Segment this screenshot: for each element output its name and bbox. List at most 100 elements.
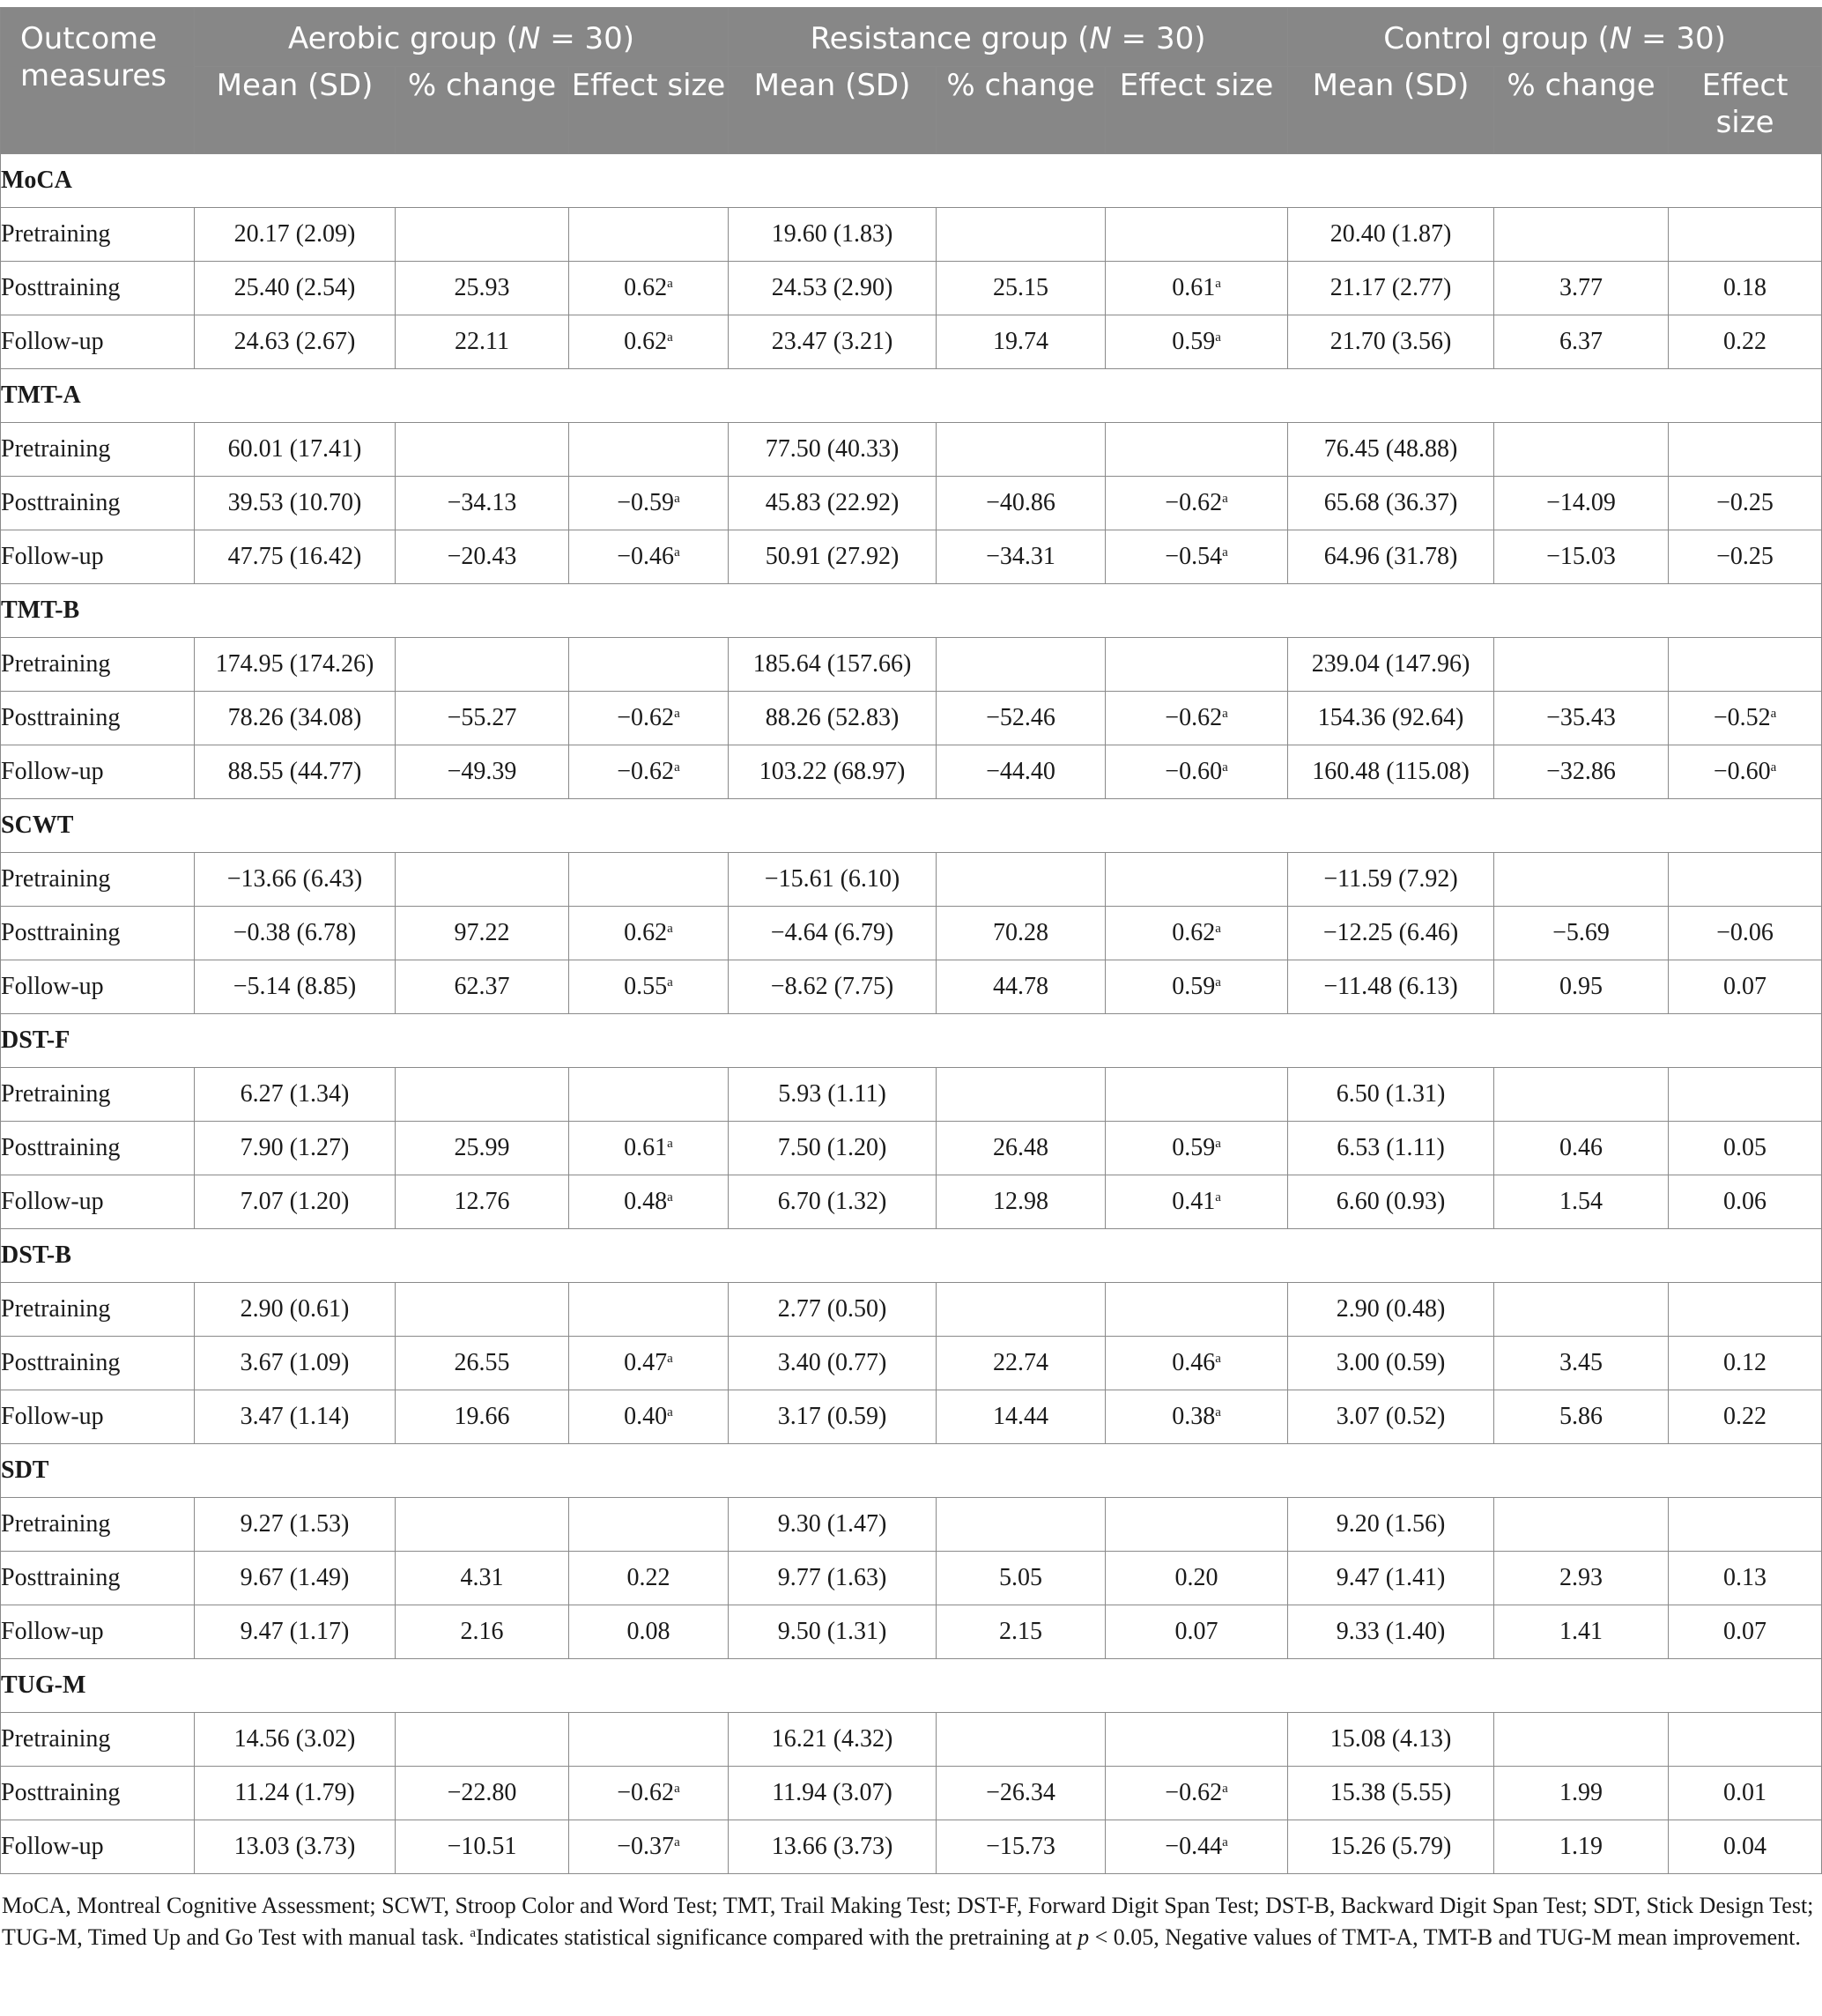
- significance-marker: a: [1215, 330, 1221, 345]
- section-row: SDT: [0, 1443, 1822, 1498]
- aerobic-effect-size-cell: −0.59a: [567, 476, 730, 530]
- control-mean-sd-cell: 6.60 (0.93): [1287, 1175, 1495, 1229]
- cell-value: −0.52: [1713, 704, 1771, 731]
- resistance-effect-size-cell: [1105, 852, 1289, 907]
- cell-value: −0.62: [1165, 704, 1223, 731]
- control-pct-change-header: % change: [1493, 66, 1670, 154]
- resistance-effect-size-cell: −0.60a: [1105, 745, 1289, 799]
- aerobic-mean-sd-cell: 88.55 (44.77): [194, 745, 396, 799]
- cell-value: −22.80: [447, 1779, 517, 1806]
- cell-value: 5.05: [999, 1564, 1043, 1591]
- table-row: Pretraining 174.95 (174.26) 185.64 (157.66…: [0, 637, 1822, 692]
- aerobic-effect-size-cell: [567, 637, 730, 692]
- resistance-mean-sd-cell: 9.50 (1.31): [728, 1605, 937, 1659]
- cell-value: −0.62: [617, 758, 675, 785]
- resistance-mean-sd-cell: 45.83 (22.92): [728, 476, 937, 530]
- cell-value: 22.11: [455, 328, 509, 355]
- aerobic-pct-change-cell: 2.16: [395, 1605, 569, 1659]
- row-label: Posttraining: [0, 906, 195, 960]
- resistance-mean-sd-cell: 16.21 (4.32): [728, 1712, 937, 1767]
- cell-value: 13.66 (3.73): [771, 1833, 893, 1860]
- cell-value: 1.54: [1559, 1188, 1604, 1215]
- cell-value: 9.67 (1.49): [240, 1564, 350, 1591]
- row-label: Pretraining: [0, 422, 195, 477]
- aerobic-effect-size-cell: −0.37a: [567, 1820, 730, 1874]
- control-pct-change-cell: [1493, 1067, 1670, 1122]
- aerobic-mean-sd-cell: 24.63 (2.67): [194, 315, 396, 369]
- cell-value: 0.04: [1723, 1833, 1767, 1860]
- cell-value: 78.26 (34.08): [227, 704, 362, 731]
- cell-value: 25.40 (2.54): [233, 274, 356, 301]
- aerobic-mean-sd-cell: 3.67 (1.09): [194, 1336, 396, 1390]
- aerobic-mean-sd-cell: 13.03 (3.73): [194, 1820, 396, 1874]
- control-effect-size-cell: [1668, 1712, 1822, 1767]
- control-effect-size-cell: −0.52a: [1668, 691, 1822, 745]
- aerobic-effect-size-cell: 0.08: [567, 1605, 730, 1659]
- cell-value: 3.77: [1559, 274, 1604, 301]
- table-row: Posttraining 39.53 (10.70) −34.13 −0.59a 45.…: [0, 476, 1822, 530]
- aerobic-pct-change-cell: [395, 422, 569, 477]
- control-pct-change-cell: 1.99: [1493, 1766, 1670, 1820]
- section-title: TMT-A: [0, 368, 1822, 423]
- control-mean-sd-cell: 15.08 (4.13): [1287, 1712, 1495, 1767]
- row-label: Posttraining: [0, 1766, 195, 1820]
- cell-value: 39.53 (10.70): [227, 489, 362, 516]
- resistance-effect-size-cell: −0.62a: [1105, 691, 1289, 745]
- significance-marker: a: [1215, 1137, 1221, 1151]
- control-pct-change-cell: −32.86: [1493, 745, 1670, 799]
- resistance-effect-size-cell: [1105, 422, 1289, 477]
- control-mean-sd-cell: 20.40 (1.87): [1287, 207, 1495, 262]
- resistance-effect-size-cell: [1105, 1282, 1289, 1337]
- row-label: Pretraining: [0, 1282, 195, 1337]
- cell-value: −11.59 (7.92): [1323, 865, 1458, 893]
- header-row-subcolumns: Mean (SD) % change Effect size Mean (SD)…: [1, 66, 1822, 154]
- cell-value: 76.45 (48.88): [1323, 435, 1458, 463]
- cell-value: 9.30 (1.47): [777, 1510, 887, 1538]
- row-label: Posttraining: [0, 691, 195, 745]
- control-effect-size-cell: 0.22: [1668, 315, 1822, 369]
- resistance-pct-change-cell: 25.15: [936, 261, 1107, 315]
- control-mean-sd-cell: 15.38 (5.55): [1287, 1766, 1495, 1820]
- significance-marker: a: [1222, 492, 1228, 506]
- aerobic-mean-sd-cell: 25.40 (2.54): [194, 261, 396, 315]
- cell-value: 3.45: [1559, 1349, 1604, 1376]
- cell-value: 97.22: [454, 919, 510, 946]
- cell-value: 44.78: [993, 973, 1049, 1000]
- section-title: TUG-M: [0, 1658, 1822, 1713]
- table-row: Posttraining 7.90 (1.27) 25.99 0.61a 7.50 (1…: [0, 1121, 1822, 1175]
- section-row: DST-F: [0, 1013, 1822, 1068]
- results-table-body: MoCA Pretraining 20.17 (2.09) 19.60 (1.83) 2…: [0, 153, 1822, 1874]
- cell-value: 2.15: [999, 1618, 1043, 1645]
- cell-value: 174.95 (174.26): [215, 650, 374, 678]
- resistance-pct-change-cell: [936, 637, 1107, 692]
- cell-value: 0.55: [624, 973, 668, 1000]
- row-label: Follow-up: [0, 745, 195, 799]
- significance-marker: a: [1215, 1190, 1221, 1204]
- resistance-mean-sd-cell: −15.61 (6.10): [728, 852, 937, 907]
- control-pct-change-cell: 0.95: [1493, 960, 1670, 1014]
- aerobic-mean-sd-cell: 9.67 (1.49): [194, 1551, 396, 1605]
- control-pct-change-cell: [1493, 422, 1670, 477]
- cell-value: 0.22: [1723, 1403, 1767, 1430]
- cell-value: 3.47 (1.14): [240, 1403, 350, 1430]
- cell-value: 50.91 (27.92): [765, 543, 900, 570]
- control-pct-change-cell: 1.54: [1493, 1175, 1670, 1229]
- cell-value: 0.59: [1172, 973, 1216, 1000]
- control-effect-size-cell: 0.22: [1668, 1390, 1822, 1444]
- aerobic-pct-change-cell: 26.55: [395, 1336, 569, 1390]
- resistance-pct-change-cell: [936, 207, 1107, 262]
- resistance-mean-sd-cell: 5.93 (1.11): [728, 1067, 937, 1122]
- aerobic-effect-size-header: Effect size: [567, 66, 730, 154]
- aerobic-pct-change-cell: [395, 637, 569, 692]
- cell-value: 4.31: [460, 1564, 504, 1591]
- aerobic-pct-change-cell: 25.99: [395, 1121, 569, 1175]
- control-pct-change-cell: [1493, 1497, 1670, 1552]
- cell-value: 2.93: [1559, 1564, 1604, 1591]
- significance-marker: a: [1215, 975, 1221, 989]
- cell-value: 16.21 (4.32): [771, 1725, 893, 1753]
- table-row: Pretraining −13.66 (6.43) −15.61 (6.10) −11…: [0, 852, 1822, 907]
- aerobic-effect-size-cell: −0.62a: [567, 1766, 730, 1820]
- cell-value: 0.48: [624, 1188, 668, 1215]
- control-effect-size-cell: 0.18: [1668, 261, 1822, 315]
- table-row: Pretraining 14.56 (3.02) 16.21 (4.32) 15.08…: [0, 1712, 1822, 1767]
